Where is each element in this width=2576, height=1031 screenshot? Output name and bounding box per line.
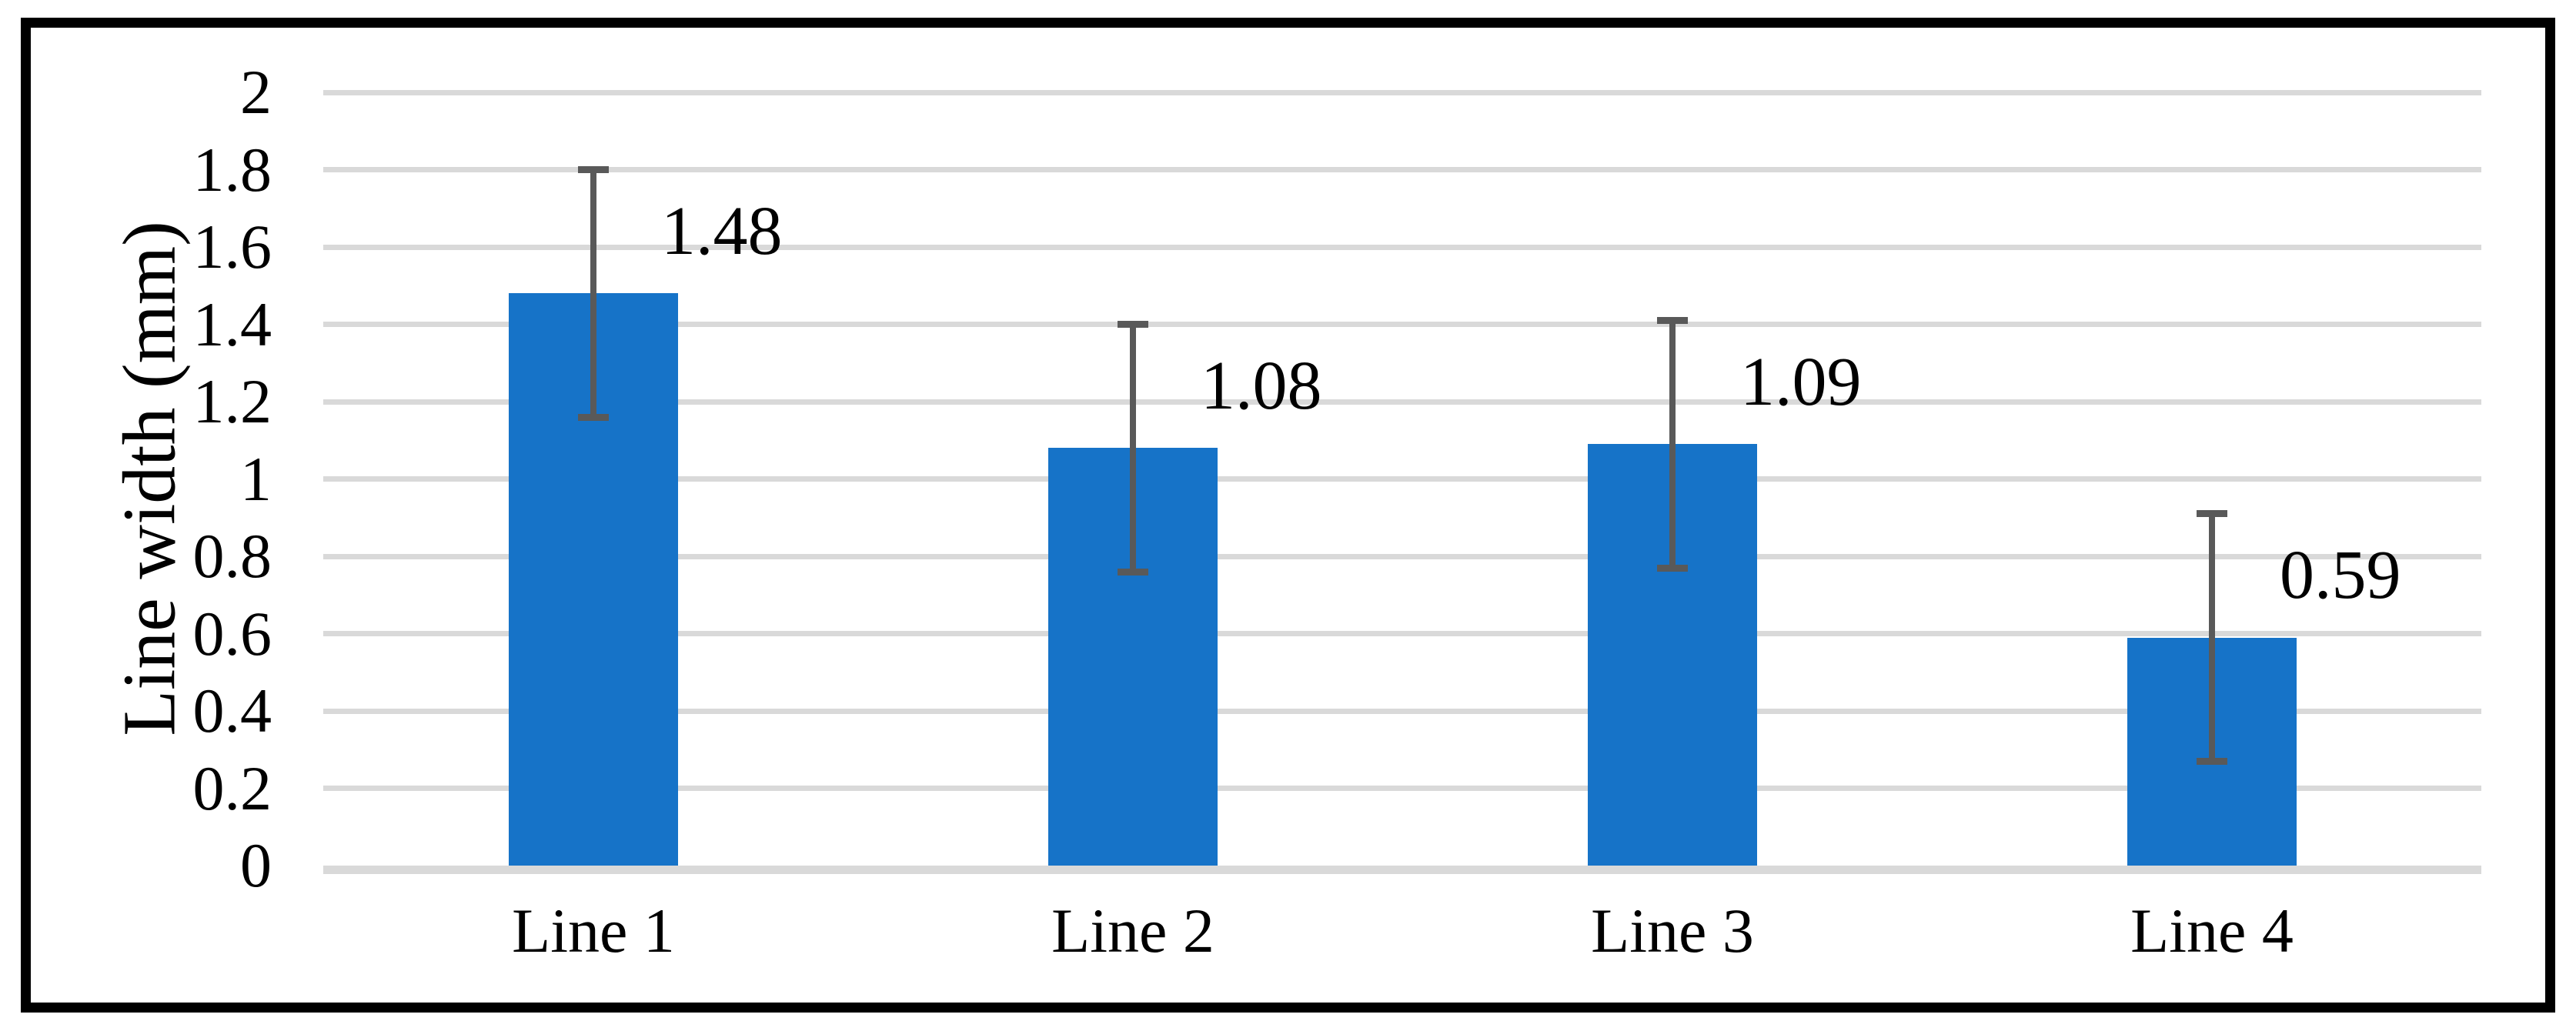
error-bar-cap-bottom [578,414,609,421]
y-tick-label: 1.4 [192,289,272,359]
gridline [323,322,2481,327]
error-bar-cap-top [1118,321,1148,328]
error-bar-cap-bottom [1657,565,1688,572]
gridline [323,554,2481,559]
error-bar-cap-bottom [1118,569,1148,576]
x-axis-line [323,866,2481,874]
error-bar-line [590,170,596,418]
y-tick-label: 0.8 [192,521,272,591]
data-label: 1.08 [1201,348,1322,424]
x-tick-label: Line 4 [2130,896,2294,966]
gridline [323,631,2481,636]
y-tick-label: 2 [240,57,272,127]
y-tick-label: 0.4 [192,676,272,746]
gridline [323,245,2481,250]
x-tick-label: Line 1 [512,896,675,966]
gridline [323,476,2481,482]
gridline [323,167,2481,172]
x-tick-label: Line 3 [1591,896,1754,966]
data-label: 0.59 [2280,537,2401,613]
gridline [323,399,2481,405]
data-label: 1.09 [1740,344,1862,420]
y-tick-label: 0.6 [192,599,272,669]
y-tick-label: 1.6 [192,212,272,282]
gridline [323,90,2481,95]
error-bar-line [1669,320,1676,568]
error-bar-cap-top [1657,317,1688,324]
error-bar-cap-top [578,166,609,173]
gridline [323,709,2481,714]
data-label: 1.48 [661,193,783,269]
y-tick-label: 0 [240,830,272,900]
error-bar-line [2209,514,2215,762]
chart-border [21,18,2555,1013]
y-tick-label: 1 [240,444,272,514]
gridline [323,786,2481,791]
y-tick-label: 1.2 [192,366,272,436]
error-bar-line [1130,325,1136,572]
error-bar-cap-top [2197,510,2227,517]
y-tick-label: 1.8 [192,135,272,205]
y-tick-label: 0.2 [192,753,272,823]
error-bar-cap-bottom [2197,758,2227,765]
x-tick-label: Line 2 [1051,896,1214,966]
